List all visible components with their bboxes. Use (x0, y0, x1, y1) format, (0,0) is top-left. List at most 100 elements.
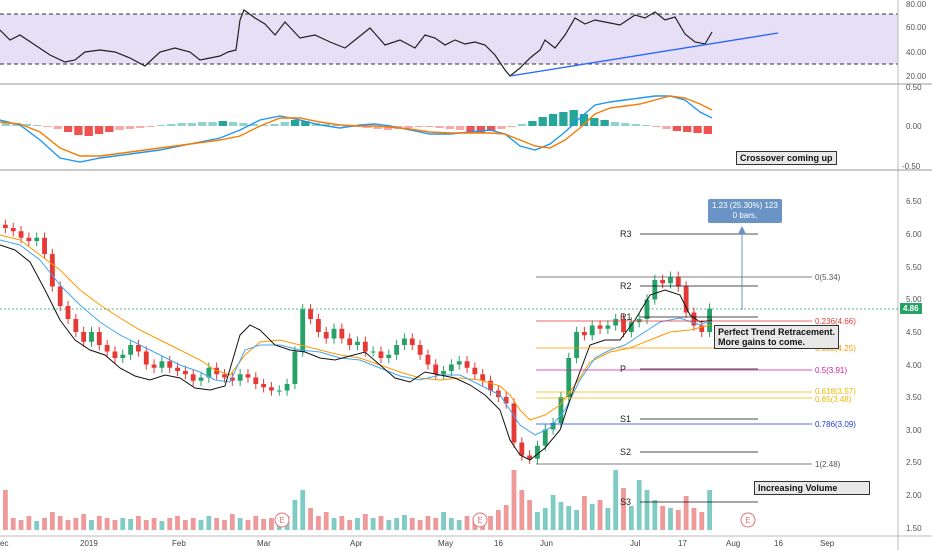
candle-body (386, 354, 392, 358)
price-tick: 1.50 (906, 524, 922, 533)
candle-body (112, 351, 118, 358)
price-tick: 5.00 (906, 295, 922, 304)
rsi-tick: 60.00 (906, 23, 927, 32)
macd-hist-bar (280, 122, 289, 126)
macd-hist-bar (652, 126, 661, 127)
volume-bar (621, 488, 626, 530)
volume-bar (120, 518, 126, 530)
candle-body (18, 231, 24, 238)
volume-bar (597, 500, 603, 530)
volume-bar (292, 500, 298, 530)
volume-bar (136, 516, 141, 530)
candle-body (237, 374, 243, 381)
price-tick: 5.50 (906, 263, 922, 272)
candle-body (409, 338, 415, 345)
volume-bar (206, 516, 212, 530)
candle-body (542, 429, 548, 446)
candle-body (339, 328, 345, 339)
macd-hist-bar (53, 126, 62, 129)
price-tick: 4.50 (906, 328, 922, 337)
candle-body (402, 338, 407, 345)
macd-hist-bar (476, 126, 485, 133)
candle-body (96, 332, 102, 345)
macd-hist-bar (43, 126, 52, 127)
candle-body (104, 345, 110, 352)
candle-body (699, 325, 705, 332)
candle-body (464, 361, 470, 368)
ma-mid-line (0, 239, 713, 436)
volume-bar (386, 520, 392, 530)
volume-bar (636, 480, 642, 530)
date-tick: 16 (774, 539, 783, 548)
ma-long-line (0, 234, 711, 421)
measure-arrowhead (738, 226, 746, 234)
candle-body (683, 286, 689, 313)
macd-hist-bar (2, 122, 11, 126)
macd-hist-bar (662, 126, 671, 129)
candle-body (120, 354, 126, 358)
macd-hist-bar (631, 124, 640, 126)
macd-hist-bar (466, 126, 475, 132)
candle-body (456, 361, 462, 365)
earnings-icon[interactable]: E (745, 516, 750, 525)
fib-label-0236: 0.236(4.66) (815, 317, 856, 326)
candle-body (488, 380, 493, 391)
pivot-p-label: P (620, 364, 626, 374)
ma-short-line (0, 244, 713, 461)
macd-hist-bar (177, 123, 186, 126)
macd-hist-bar (497, 126, 506, 129)
date-tick: 17 (678, 539, 687, 548)
candle-body (613, 319, 619, 326)
candle-body (34, 237, 40, 241)
measure-bubble[interactable]: 1.23 (25.30%) 123 0 bars, (708, 199, 782, 223)
retracement-note[interactable]: Perfect Trend Retracement. More gains to… (714, 325, 840, 349)
macd-hist-bar (125, 126, 135, 129)
macd-hist-bar (136, 126, 145, 128)
candle-body (73, 319, 79, 332)
volume-bar (159, 521, 165, 530)
earnings-markers[interactable]: E E E (274, 512, 756, 528)
volume-bar (3, 490, 8, 530)
volume-bar (378, 516, 384, 530)
fib-label-05: 0.5(3.91) (815, 366, 847, 375)
volume-bar (269, 518, 274, 530)
fibonacci-retracement[interactable] (536, 276, 812, 465)
macd-hist-bar (579, 114, 589, 126)
candle-body (691, 312, 697, 326)
volume-bar (73, 518, 79, 530)
macd-hist-bar (115, 126, 124, 130)
volume-bar (511, 470, 517, 530)
date-tick: Aug (726, 539, 740, 548)
macd-hist-bar (198, 122, 207, 126)
macd-hist-bar (146, 126, 155, 127)
macd-hist-bar (569, 110, 578, 126)
volume-note[interactable]: Increasing Volume (754, 481, 870, 495)
volume-bar (448, 518, 454, 530)
earnings-icon[interactable]: E (477, 516, 482, 525)
candle-body (628, 322, 634, 332)
macd-hist-bar (156, 125, 166, 126)
macd-hist-bar (229, 122, 238, 126)
candle-body (198, 377, 204, 381)
retracement-note-line2: More gains to come. (718, 337, 806, 347)
macd-hist-bar (538, 117, 547, 126)
volume-bar (167, 518, 173, 530)
volume-bar (581, 496, 587, 530)
candle-body (167, 361, 173, 368)
candle-body (331, 328, 337, 339)
macd-hist-bar (218, 121, 228, 126)
volume-bar (198, 520, 204, 530)
candle-body (527, 455, 533, 459)
candle-body (448, 364, 454, 371)
crossover-note[interactable]: Crossover coming up (736, 151, 837, 165)
macd-hist-bar (693, 126, 702, 133)
rsi-tick: 20.00 (906, 72, 927, 81)
earnings-icon[interactable]: E (279, 516, 284, 525)
candle-body (276, 390, 282, 392)
volume-bar (691, 508, 697, 530)
volume-bar (229, 514, 235, 530)
measure-bubble-line1: 1.23 (25.30%) 123 (712, 201, 778, 210)
retracement-note-line1: Perfect Trend Retracement. (718, 327, 836, 337)
fib-label-0: 0(5.34) (815, 273, 841, 282)
